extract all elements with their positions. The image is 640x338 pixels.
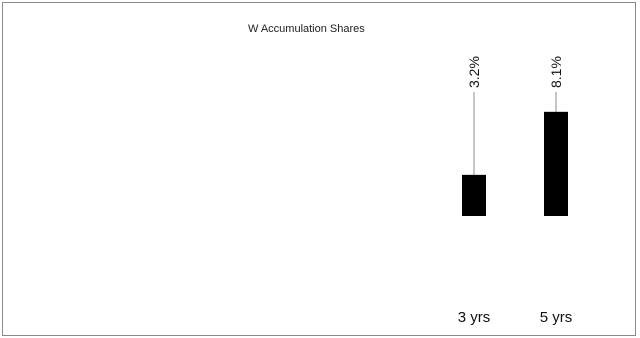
category-label: 3 yrs bbox=[458, 309, 491, 326]
bar-value-label: 3.2% bbox=[466, 56, 482, 88]
bar bbox=[462, 174, 486, 216]
category-label: 5 yrs bbox=[540, 309, 573, 326]
bar bbox=[544, 111, 568, 216]
legend-title: W Accumulation Shares bbox=[248, 23, 365, 35]
bar-value-label: 8.1% bbox=[548, 56, 564, 88]
chart-frame bbox=[2, 2, 636, 336]
chart-marks: 3.2% 3 yrs 8.1% 5 yrs bbox=[458, 56, 573, 326]
